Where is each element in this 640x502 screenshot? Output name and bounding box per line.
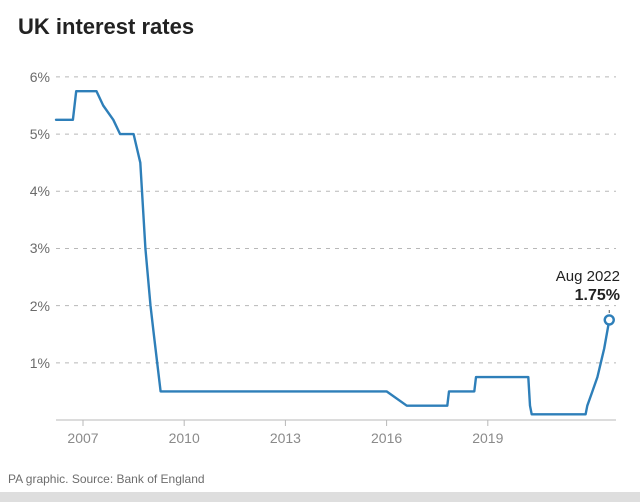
gridlines (56, 77, 616, 363)
y-tick-label: 4% (16, 183, 50, 199)
y-tick-label: 2% (16, 298, 50, 314)
y-tick-label: 5% (16, 126, 50, 142)
x-tick-label: 2016 (362, 430, 412, 446)
x-tick-label: 2007 (58, 430, 108, 446)
x-tick-label: 2013 (260, 430, 310, 446)
annotation-value: 1.75% (575, 287, 620, 305)
y-tick-label: 6% (16, 69, 50, 85)
y-tick-label: 3% (16, 240, 50, 256)
annotation-date: Aug 2022 (556, 268, 620, 285)
x-tick-label: 2019 (463, 430, 513, 446)
y-tick-label: 1% (16, 355, 50, 371)
footer-bar (0, 492, 640, 502)
chart-svg (0, 0, 640, 502)
source-credit: PA graphic. Source: Bank of England (8, 472, 205, 486)
end-marker (605, 315, 614, 324)
rate-line (56, 91, 609, 414)
chart-container: { "title": "UK interest rates", "title_f… (0, 0, 640, 502)
x-axis (56, 420, 616, 426)
x-tick-label: 2010 (159, 430, 209, 446)
